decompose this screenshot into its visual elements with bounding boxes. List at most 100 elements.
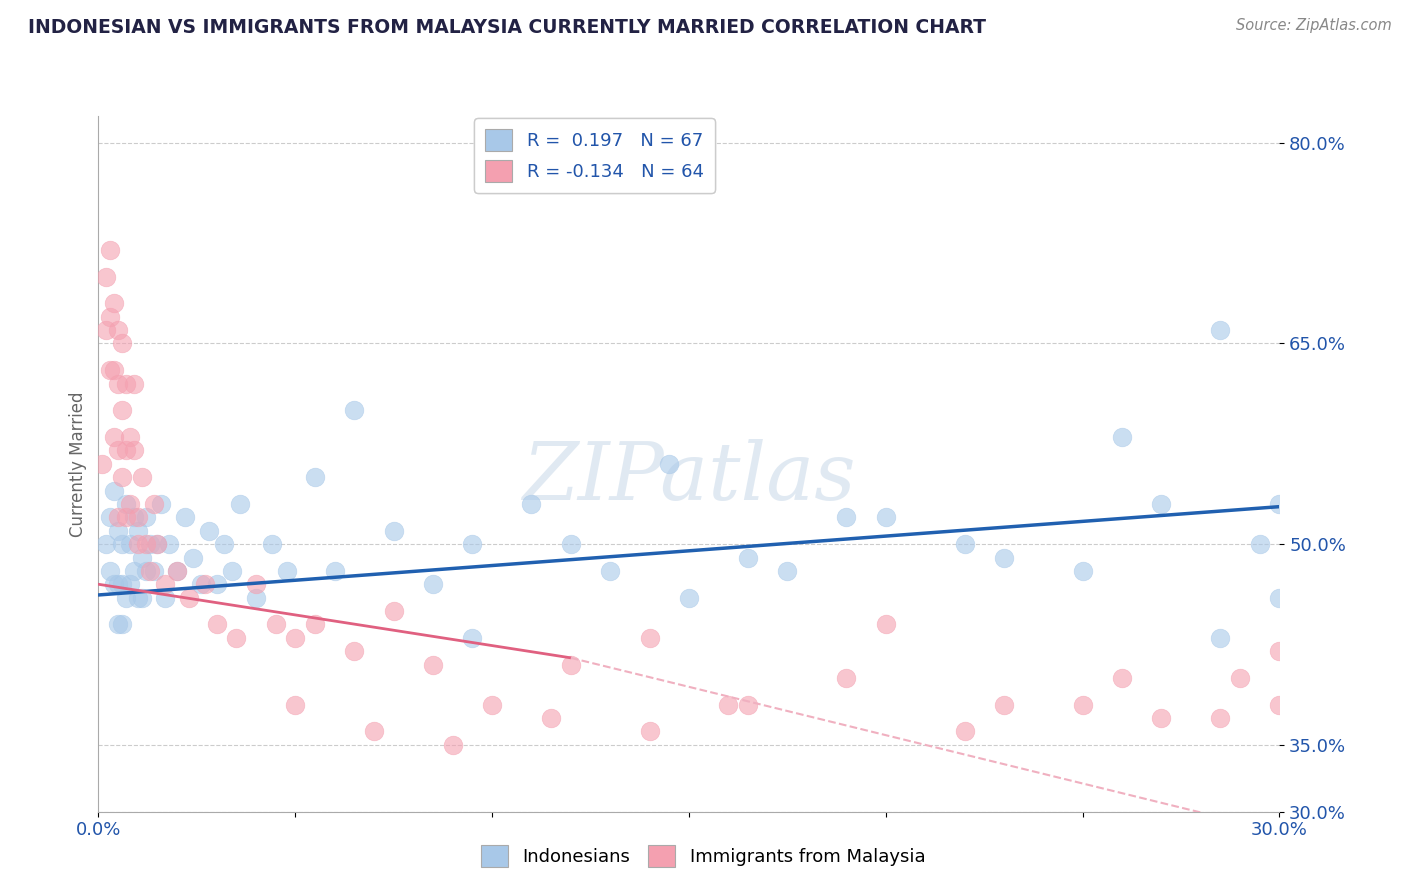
Point — [1111, 430, 1133, 444]
Point — [91, 457, 114, 471]
Point — [157, 537, 180, 551]
Point — [382, 524, 405, 538]
Point — [323, 564, 346, 578]
Point — [111, 537, 134, 551]
Point — [1071, 564, 1094, 578]
Point — [131, 550, 153, 565]
Text: INDONESIAN VS IMMIGRANTS FROM MALAYSIA CURRENTLY MARRIED CORRELATION CHART: INDONESIAN VS IMMIGRANTS FROM MALAYSIA C… — [28, 18, 986, 37]
Point — [229, 497, 252, 511]
Point — [118, 577, 141, 591]
Point — [1268, 644, 1291, 658]
Point — [98, 243, 121, 257]
Point — [225, 631, 247, 645]
Point — [993, 698, 1015, 712]
Point — [363, 724, 385, 739]
Point — [98, 564, 121, 578]
Point — [118, 497, 141, 511]
Point — [205, 577, 228, 591]
Point — [122, 443, 145, 458]
Point — [115, 443, 138, 458]
Point — [103, 363, 125, 377]
Point — [122, 376, 145, 391]
Point — [304, 617, 326, 632]
Point — [599, 564, 621, 578]
Point — [214, 537, 236, 551]
Point — [835, 510, 858, 524]
Point — [127, 524, 149, 538]
Point — [1229, 671, 1251, 685]
Legend: R =  0.197   N = 67, R = -0.134   N = 64: R = 0.197 N = 67, R = -0.134 N = 64 — [474, 118, 714, 193]
Point — [122, 564, 145, 578]
Point — [127, 591, 149, 605]
Y-axis label: Currently Married: Currently Married — [69, 391, 87, 537]
Point — [835, 671, 858, 685]
Point — [142, 497, 165, 511]
Point — [155, 577, 177, 591]
Point — [166, 564, 188, 578]
Point — [181, 550, 204, 565]
Point — [96, 537, 118, 551]
Point — [135, 564, 157, 578]
Point — [103, 577, 125, 591]
Point — [98, 363, 121, 377]
Text: Source: ZipAtlas.com: Source: ZipAtlas.com — [1236, 18, 1392, 33]
Point — [111, 403, 134, 417]
Point — [993, 550, 1015, 565]
Point — [150, 497, 173, 511]
Point — [111, 336, 134, 351]
Point — [284, 698, 307, 712]
Point — [111, 617, 134, 632]
Point — [107, 323, 129, 337]
Point — [304, 470, 326, 484]
Point — [131, 470, 153, 484]
Point — [131, 591, 153, 605]
Point — [155, 591, 177, 605]
Point — [107, 524, 129, 538]
Point — [1268, 698, 1291, 712]
Point — [658, 457, 681, 471]
Point — [107, 577, 129, 591]
Point — [953, 724, 976, 739]
Point — [138, 537, 160, 551]
Point — [717, 698, 740, 712]
Point — [197, 524, 219, 538]
Point — [481, 698, 503, 712]
Point — [1268, 591, 1291, 605]
Legend: Indonesians, Immigrants from Malaysia: Indonesians, Immigrants from Malaysia — [474, 838, 932, 874]
Point — [205, 617, 228, 632]
Point — [1071, 698, 1094, 712]
Point — [260, 537, 283, 551]
Point — [245, 577, 267, 591]
Point — [127, 510, 149, 524]
Point — [540, 711, 562, 725]
Point — [146, 537, 169, 551]
Point — [221, 564, 243, 578]
Point — [122, 510, 145, 524]
Point — [343, 403, 366, 417]
Point — [190, 577, 212, 591]
Point — [776, 564, 799, 578]
Point — [142, 564, 165, 578]
Point — [103, 430, 125, 444]
Point — [111, 470, 134, 484]
Point — [441, 738, 464, 752]
Point — [98, 510, 121, 524]
Point — [138, 564, 160, 578]
Point — [118, 537, 141, 551]
Point — [118, 430, 141, 444]
Point — [115, 376, 138, 391]
Point — [875, 510, 897, 524]
Point — [737, 550, 759, 565]
Text: ZIPatlas: ZIPatlas — [522, 439, 856, 516]
Point — [1209, 323, 1232, 337]
Point — [135, 537, 157, 551]
Point — [284, 631, 307, 645]
Point — [96, 323, 118, 337]
Point — [194, 577, 217, 591]
Point — [875, 617, 897, 632]
Point — [1209, 711, 1232, 725]
Point — [115, 591, 138, 605]
Point — [1249, 537, 1271, 551]
Point — [135, 510, 157, 524]
Point — [520, 497, 543, 511]
